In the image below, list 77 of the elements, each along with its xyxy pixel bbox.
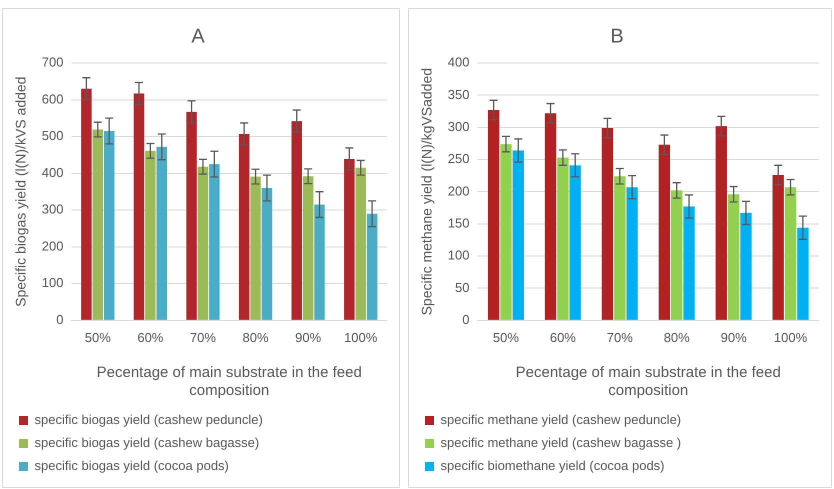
chart-title: B: [610, 26, 624, 48]
bar: [500, 144, 512, 320]
y-tick-label: 150: [448, 215, 470, 230]
y-tick-label: 50: [455, 280, 470, 295]
y-tick-label: 0: [462, 312, 470, 327]
y-tick-label: 250: [448, 151, 470, 166]
y-tick-label: 350: [448, 86, 470, 102]
bar: [186, 112, 197, 320]
bar: [658, 144, 670, 320]
bar: [797, 228, 809, 320]
x-tick-label: 80%: [664, 330, 690, 345]
legend-label: specific biogas yield (cocoa pods): [34, 458, 229, 474]
x-tick-label: 90%: [295, 330, 322, 345]
bar: [250, 176, 261, 320]
bar: [314, 204, 325, 320]
legend-label: specific biogas yield (cashew peduncle): [34, 412, 263, 428]
bar: [104, 131, 114, 320]
x-tick-label: 60%: [550, 330, 576, 345]
bar: [784, 187, 796, 320]
bar: [198, 166, 208, 320]
legend-label: specific biomethane yield (cocoa pods): [440, 458, 665, 474]
y-tick-label: 300: [448, 118, 470, 134]
bar: [626, 187, 638, 320]
x-tick-label: 100%: [774, 330, 808, 345]
x-tick-label: 90%: [720, 330, 748, 345]
bar: [344, 158, 355, 320]
bar: [145, 150, 156, 320]
x-tick-label: 50%: [84, 330, 112, 345]
bar: [238, 134, 250, 320]
x-axis-title: Pecentage of main substrate in the feed composition: [516, 364, 781, 400]
y-tick-label: 700: [42, 54, 64, 70]
bar: [302, 176, 314, 320]
y-tick-label: 100: [448, 248, 470, 263]
bar: [291, 121, 302, 320]
bar: [366, 214, 378, 320]
x-tick-label: 100%: [344, 330, 378, 345]
bar: [81, 88, 92, 320]
x-tick-label: 50%: [492, 330, 520, 345]
bar: [570, 165, 581, 320]
y-axis-title: Specific methane yield (l(N)/kgVSadded: [418, 68, 434, 316]
x-tick-label: 80%: [242, 330, 269, 345]
bar: [728, 194, 740, 320]
bar: [262, 188, 272, 320]
y-tick-label: 300: [42, 202, 64, 217]
bar: [740, 212, 752, 320]
bar: [209, 164, 220, 320]
y-axis-title: Specific biogas yield (l(N)/kVS added: [12, 76, 28, 307]
y-tick-label: 200: [448, 183, 470, 198]
legend-label: specific biogas yield (cashew bagasse): [34, 435, 260, 450]
chart-title: A: [191, 26, 206, 48]
y-tick-label: 500: [42, 128, 64, 144]
x-tick-label: 70%: [606, 330, 634, 345]
bar: [772, 174, 784, 320]
bar: [92, 130, 104, 320]
y-tick-label: 600: [42, 91, 64, 106]
bar: [488, 110, 500, 320]
bar: [156, 146, 167, 320]
bar: [134, 94, 144, 320]
x-tick-label: 60%: [137, 330, 164, 345]
bar: [614, 176, 626, 320]
bar: [355, 168, 366, 320]
bar: [557, 158, 569, 320]
x-axis-title: Pecentage of main substrate in the feed composition: [96, 364, 362, 400]
bar: [512, 150, 524, 320]
x-tick-label: 70%: [190, 330, 216, 345]
y-tick-label: 400: [448, 54, 470, 70]
legend-label: specific methane yield (cashew peduncle): [440, 412, 682, 428]
bar: [602, 128, 614, 320]
bar: [671, 190, 682, 320]
y-tick-label: 0: [56, 312, 64, 327]
y-tick-label: 100: [42, 275, 64, 290]
bar: [716, 126, 727, 320]
legend-label: specific methane yield (cashew bagasse ): [440, 435, 682, 450]
bar: [544, 113, 556, 320]
y-tick-label: 200: [42, 238, 64, 254]
y-tick-label: 400: [42, 164, 64, 180]
bar: [683, 206, 695, 320]
